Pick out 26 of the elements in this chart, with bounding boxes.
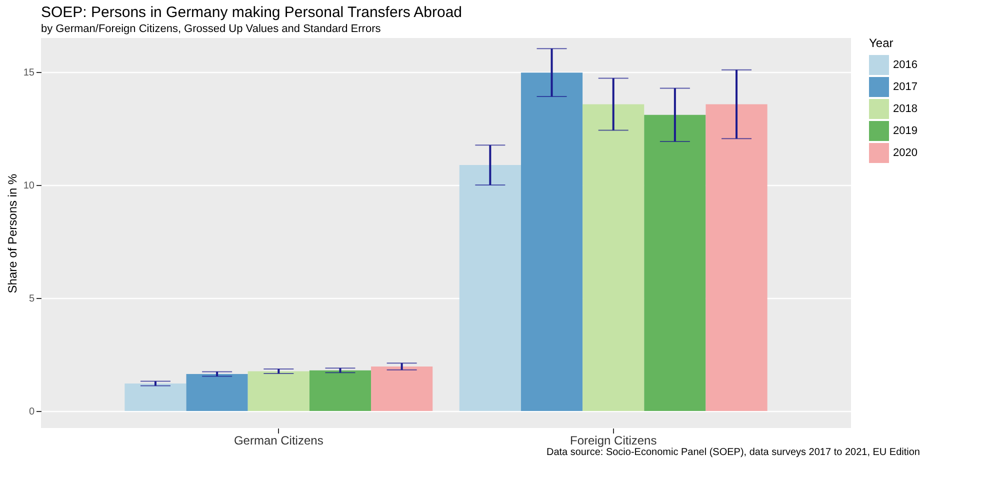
y-tick-label: 0 (28, 406, 35, 418)
bar (706, 104, 768, 412)
legend-label: 2018 (893, 103, 918, 115)
chart-subtitle: by German/Foreign Citizens, Grossed Up Values and Standard Errors (41, 23, 382, 35)
bar (124, 383, 186, 412)
y-axis-title: Share of Persons in % (5, 173, 20, 294)
bar (309, 370, 372, 412)
legend-label: 2019 (893, 125, 918, 137)
legend-label: 2020 (893, 147, 918, 159)
y-tick-label: 15 (23, 67, 35, 78)
bar (248, 371, 310, 412)
x-tick-label: Foreign Citizens (570, 434, 657, 448)
legend-label: 2017 (893, 81, 918, 93)
bar (520, 72, 583, 412)
y-tick-label: 10 (23, 180, 35, 192)
source-note: Data source: Socio-Economic Panel (SOEP), data surveys 2017 to 2021, EU Edition (545, 447, 921, 458)
bar (459, 165, 521, 412)
y-tick-label: 5 (28, 294, 35, 304)
bar (371, 366, 433, 412)
legend-title: Year (869, 36, 894, 50)
legend-label: 2016 (893, 59, 918, 71)
bar (644, 114, 706, 412)
chart-title: SOEP: Persons in Germany making Personal Transfers Abroad (41, 4, 462, 21)
bar (186, 374, 248, 412)
bar (582, 104, 644, 412)
x-tick-label: German Citizens (234, 434, 324, 448)
